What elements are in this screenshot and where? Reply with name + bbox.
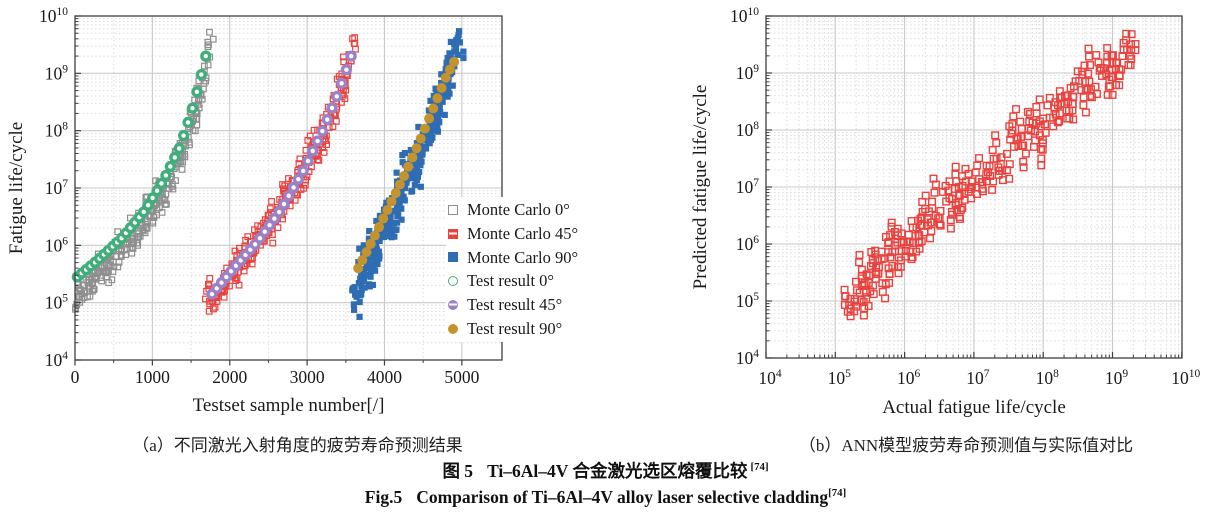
figure-caption-zh-text: Ti–6Al–4V 合金激光选区熔覆比较 bbox=[487, 461, 748, 481]
svg-text:107: 107 bbox=[736, 177, 760, 197]
figure-caption-en-text: Comparison of Ti–6Al–4V alloy laser sele… bbox=[416, 487, 829, 507]
figure-caption-zh: 图 5 Ti–6Al–4V 合金激光选区熔覆比较 [74] bbox=[0, 458, 1211, 483]
svg-text:1010: 1010 bbox=[1171, 368, 1200, 388]
svg-text:1010: 1010 bbox=[39, 6, 68, 26]
svg-text:106: 106 bbox=[45, 235, 69, 255]
legend-label: Monte Carlo 0° bbox=[467, 200, 570, 219]
figure-caption-en-number: Fig.5 bbox=[364, 487, 403, 507]
svg-text:4000: 4000 bbox=[367, 367, 402, 387]
legend-item: Test result 45° bbox=[448, 293, 578, 317]
svg-text:105: 105 bbox=[45, 293, 69, 313]
panel-b-caption: （b）ANN模型疲劳寿命预测值与实际值对比 bbox=[798, 436, 1134, 455]
panel-a-series-test-result-45 bbox=[206, 50, 357, 300]
legend-label: Test result 0° bbox=[467, 271, 555, 291]
legend-marker-square-striped bbox=[448, 228, 458, 239]
panel-a-series-test-result-90 bbox=[353, 56, 460, 274]
svg-text:106: 106 bbox=[736, 234, 760, 254]
figure-caption-en: Fig.5 Comparison of Ti–6Al–4V alloy laser… bbox=[0, 487, 1211, 508]
svg-text:108: 108 bbox=[45, 121, 69, 141]
legend-marker-square-open bbox=[448, 204, 458, 215]
panel-a-grid bbox=[75, 16, 502, 360]
svg-text:1010: 1010 bbox=[730, 6, 759, 26]
svg-text:109: 109 bbox=[45, 63, 69, 83]
svg-text:105: 105 bbox=[736, 291, 760, 311]
panel-a-legend: Monte Carlo 0° Monte Carlo 45° Monte Carlo… bbox=[446, 197, 581, 342]
svg-text:104: 104 bbox=[45, 350, 69, 370]
legend-label: Test result 90° bbox=[467, 318, 563, 338]
panel-b-series-ann-prediction-vs-actual bbox=[840, 29, 1140, 321]
figure-caption-zh-number: 图 5 bbox=[442, 461, 474, 481]
svg-text:104: 104 bbox=[736, 348, 760, 368]
svg-text:1000: 1000 bbox=[135, 367, 170, 387]
svg-text:109: 109 bbox=[1105, 368, 1129, 388]
svg-text:107: 107 bbox=[966, 368, 990, 388]
legend-label: Test result 45° bbox=[467, 295, 563, 315]
legend-item: Test result 90° bbox=[448, 317, 578, 341]
legend-marker-square-filled bbox=[448, 252, 458, 263]
legend-label: Monte Carlo 90° bbox=[467, 247, 579, 267]
panel-a-caption: （a）不同激光入射角度的疲劳寿命预测结果 bbox=[132, 436, 463, 455]
legend-item: Monte Carlo 90° bbox=[448, 246, 578, 270]
svg-text:104: 104 bbox=[758, 368, 782, 388]
legend-item: Test result 0° bbox=[448, 269, 578, 293]
legend-marker-circle-striped bbox=[448, 300, 458, 311]
svg-text:105: 105 bbox=[828, 368, 852, 388]
svg-text:106: 106 bbox=[897, 368, 921, 388]
panel-a-series-test-result-0 bbox=[71, 50, 212, 283]
panel-b-labels: 104 105 106 107 108 109 1010 104 105 106 107 108 109… bbox=[690, 6, 1201, 418]
svg-text:2000: 2000 bbox=[212, 367, 247, 387]
svg-text:0: 0 bbox=[71, 367, 80, 387]
panel-a: 104 105 106 107 108 109 1010 0 1000 2000 3000 4000 5… bbox=[6, 6, 503, 416]
legend-marker-circle-open bbox=[448, 276, 458, 287]
svg-text:5000: 5000 bbox=[444, 367, 479, 387]
panel-b-ylabel: Predicted fatigue life/cycle bbox=[690, 85, 711, 290]
charts-svg: 104 105 106 107 108 109 1010 0 1000 2000 3000 4000 5… bbox=[6, 6, 1201, 418]
panel-b: 104 105 106 107 108 109 1010 104 105 106 107 108 109… bbox=[690, 6, 1201, 418]
svg-text:109: 109 bbox=[736, 63, 760, 83]
figure-caption-zh-ref: [74] bbox=[750, 461, 769, 474]
legend-item: Monte Carlo 0° bbox=[448, 198, 578, 222]
svg-text:107: 107 bbox=[45, 178, 69, 198]
legend-label: Monte Carlo 45° bbox=[467, 223, 579, 243]
panel-b-xlabel: Actual fatigue life/cycle bbox=[882, 397, 1066, 418]
panel-a-axes bbox=[74, 15, 503, 366]
legend-marker-circle-filled bbox=[448, 323, 458, 334]
panel-a-xlabel: Testset sample number[/] bbox=[193, 395, 385, 416]
panel-b-axes bbox=[765, 15, 1183, 359]
svg-text:3000: 3000 bbox=[290, 367, 325, 387]
figure-caption-en-ref: [74] bbox=[828, 487, 847, 500]
svg-text:108: 108 bbox=[1036, 368, 1060, 388]
legend-item: Monte Carlo 45° bbox=[448, 222, 578, 246]
svg-text:108: 108 bbox=[736, 120, 760, 140]
panel-a-labels: 104 105 106 107 108 109 1010 0 1000 2000 3000 4000 5… bbox=[6, 6, 480, 416]
panel-b-grid bbox=[766, 16, 1182, 358]
panel-a-ylabel: Fatigue life/cycle bbox=[6, 122, 27, 254]
